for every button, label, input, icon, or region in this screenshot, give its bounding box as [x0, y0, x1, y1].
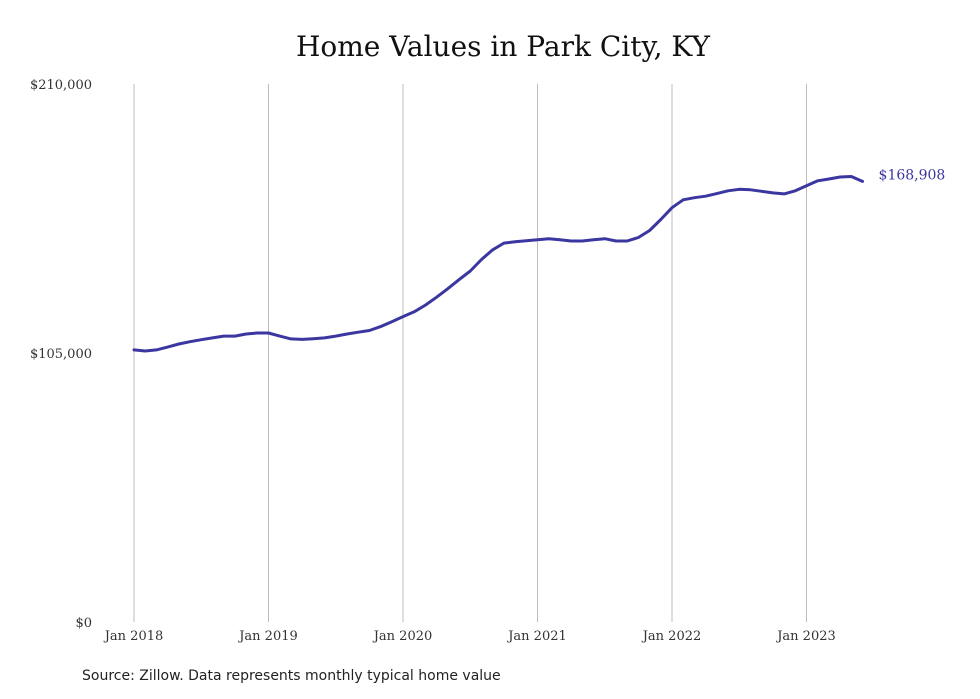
x-tick-label: Jan 2018 [103, 629, 164, 644]
chart-title: Home Values in Park City, KY [295, 30, 711, 63]
x-tick-label: Jan 2021 [506, 629, 567, 644]
y-tick-label: $0 [75, 616, 92, 631]
x-tick-label: Jan 2020 [372, 629, 433, 644]
y-tick-label: $105,000 [30, 347, 92, 362]
x-tick-label: Jan 2022 [641, 629, 702, 644]
home-value-line [132, 175, 864, 353]
y-axis-ticks: $0 $105,000 $210,000 [30, 78, 92, 631]
source-note: Source: Zillow. Data represents monthly … [82, 668, 501, 684]
x-tick-label: Jan 2019 [237, 629, 298, 644]
gridlines [133, 84, 807, 622]
x-axis-ticks: Jan 2018 Jan 2019 Jan 2020 Jan 2021 Jan 2022… [103, 629, 836, 644]
y-tick-label: $210,000 [30, 78, 92, 93]
end-value-label: $168,908 [879, 167, 946, 183]
x-tick-label: Jan 2023 [775, 629, 836, 644]
line-chart: Jan 2018 Jan 2019 Jan 2020 Jan 2021 Jan 2022… [30, 78, 946, 644]
